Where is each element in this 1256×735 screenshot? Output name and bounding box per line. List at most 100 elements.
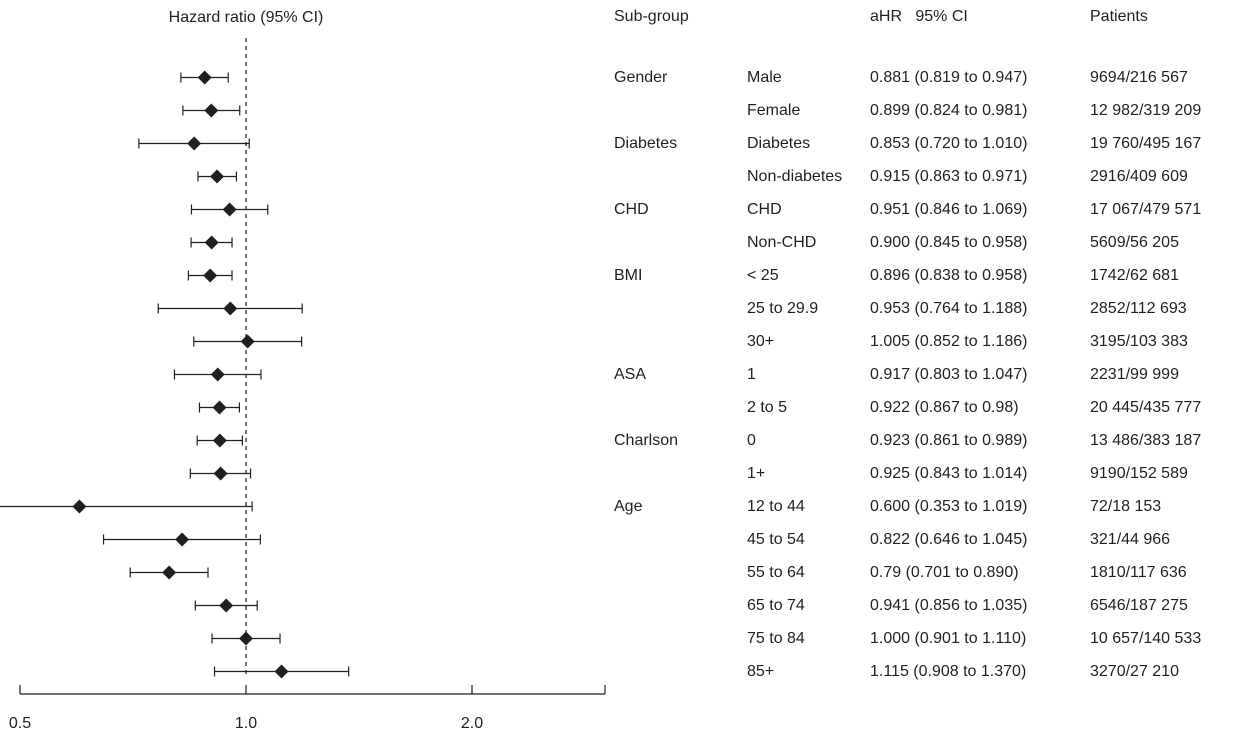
table-row: Charlson 0 0.923 (0.861 to 0.989) 13 486… <box>0 424 1256 457</box>
ahr-cell: 0.925 (0.843 to 1.014) <box>870 465 1028 482</box>
group-cell: Age <box>614 498 643 515</box>
hr-diamond <box>203 268 218 283</box>
patients-cell: 13 486/383 187 <box>1090 432 1202 449</box>
forest-plot: Hazard ratio (95% CI) 0.5 1.0 2.0 <box>0 9 606 732</box>
patients-cell: 9190/152 589 <box>1090 465 1188 482</box>
forest-row-mark <box>187 268 233 283</box>
forest-row-mark <box>197 169 238 184</box>
hr-diamond <box>162 565 177 580</box>
hr-diamond <box>212 400 227 415</box>
patients-cell: 72/18 153 <box>1090 498 1162 515</box>
ahr-cell: 0.917 (0.803 to 1.047) <box>870 366 1028 383</box>
hr-diamond <box>204 235 219 250</box>
hr-diamond <box>222 202 237 217</box>
group-cell: ASA <box>614 366 647 383</box>
level-cell: < 25 <box>747 267 779 284</box>
forest-row-mark <box>196 433 243 448</box>
patients-cell: 3195/103 383 <box>1090 333 1188 350</box>
level-cell: 12 to 44 <box>747 498 805 515</box>
table-row: 55 to 64 0.79 (0.701 to 0.890) 1810/117 … <box>0 556 1256 589</box>
forest-row-mark <box>194 598 258 613</box>
hr-diamond <box>187 136 202 151</box>
ahr-cell: 0.941 (0.856 to 1.035) <box>870 597 1028 614</box>
table-row: Age 12 to 44 0.600 (0.353 to 1.019) 72/1… <box>0 490 1256 523</box>
patients-cell: 20 445/435 777 <box>1090 399 1202 416</box>
patients-cell: 5609/56 205 <box>1090 234 1179 251</box>
level-cell: 2 to 5 <box>747 399 788 416</box>
level-cell: 0 <box>747 432 756 449</box>
hr-diamond <box>204 103 219 118</box>
forest-row-mark <box>173 367 262 382</box>
ahr-cell: 0.953 (0.764 to 1.188) <box>870 300 1028 317</box>
table-row: 65 to 74 0.941 (0.856 to 1.035) 6546/187… <box>0 589 1256 622</box>
hr-diamond <box>223 301 238 316</box>
forest-row-mark <box>211 631 281 646</box>
hr-diamond <box>274 664 289 679</box>
ahr-cell: 0.923 (0.861 to 0.989) <box>870 432 1028 449</box>
hr-diamond <box>72 499 87 514</box>
table-row: CHD CHD 0.951 (0.846 to 1.069) 17 067/47… <box>0 193 1256 226</box>
table-row: BMI < 25 0.896 (0.838 to 0.958) 1742/62 … <box>0 259 1256 292</box>
group-cell: Diabetes <box>614 135 678 152</box>
forest-row-mark <box>190 202 269 217</box>
table-row: Non-CHD 0.900 (0.845 to 0.958) 5609/56 2… <box>0 226 1256 259</box>
hr-diamond <box>212 433 227 448</box>
x-tick-label: 0.5 <box>9 715 31 732</box>
level-cell: Non-diabetes <box>747 168 843 185</box>
level-cell: Male <box>747 69 782 86</box>
ahr-cell: 0.922 (0.867 to 0.98) <box>870 399 1019 416</box>
ahr-cell: 0.900 (0.845 to 0.958) <box>870 234 1028 251</box>
level-cell: Diabetes <box>747 135 811 152</box>
table-row: 1+ 0.925 (0.843 to 1.014) 9190/152 589 <box>0 457 1256 490</box>
ahr-cell: 0.951 (0.846 to 1.069) <box>870 201 1028 218</box>
level-cell: 25 to 29.9 <box>747 300 819 317</box>
ahr-cell: 0.896 (0.838 to 0.958) <box>870 267 1028 284</box>
forest-row-mark <box>213 664 350 679</box>
hr-diamond <box>197 70 212 85</box>
patients-cell: 9694/216 567 <box>1090 69 1188 86</box>
level-cell: 45 to 54 <box>747 531 805 548</box>
table-row: Gender Male 0.881 (0.819 to 0.947) 9694/… <box>0 61 1256 94</box>
forest-row-mark <box>138 136 250 151</box>
forest-row-mark <box>157 301 303 316</box>
patients-cell: 2916/409 609 <box>1090 168 1188 185</box>
ahr-cell: 0.915 (0.863 to 0.971) <box>870 168 1028 185</box>
table-row: Female 0.899 (0.824 to 0.981) 12 982/319… <box>0 94 1256 127</box>
forest-row-mark <box>189 466 252 481</box>
header-ahr-ci: aHR 95% CI <box>870 8 968 25</box>
level-cell: 1+ <box>747 465 766 482</box>
level-cell: Non-CHD <box>747 234 817 251</box>
x-tick-label: 1.0 <box>235 715 257 732</box>
hr-diamond <box>219 598 234 613</box>
patients-cell: 2852/112 693 <box>1090 300 1187 317</box>
x-tick-label: 2.0 <box>461 715 483 732</box>
forest-row-mark <box>102 532 261 547</box>
patients-cell: 17 067/479 571 <box>1090 201 1202 218</box>
table-row: Non-diabetes 0.915 (0.863 to 0.971) 2916… <box>0 160 1256 193</box>
group-cell: BMI <box>614 267 643 284</box>
forest-row-mark <box>198 400 241 415</box>
level-cell: 85+ <box>747 663 775 680</box>
forest-row-mark <box>182 103 241 118</box>
ahr-cell: 1.005 (0.852 to 1.186) <box>870 333 1028 350</box>
hr-diamond <box>210 169 225 184</box>
patients-cell: 19 760/495 167 <box>1090 135 1202 152</box>
level-cell: Female <box>747 102 801 119</box>
ahr-cell: 0.881 (0.819 to 0.947) <box>870 69 1028 86</box>
forest-row-mark <box>0 499 253 514</box>
hr-diamond <box>240 334 255 349</box>
patients-cell: 321/44 966 <box>1090 531 1171 548</box>
table-row: 45 to 54 0.822 (0.646 to 1.045) 321/44 9… <box>0 523 1256 556</box>
patients-cell: 6546/187 275 <box>1090 597 1188 614</box>
forest-row-mark <box>129 565 209 580</box>
table-row: 30+ 1.005 (0.852 to 1.186) 3195/103 383 <box>0 325 1256 358</box>
header-subgroup: Sub-group <box>614 8 689 25</box>
forest-marks <box>0 70 350 679</box>
x-axis-ticks: 0.5 1.0 2.0 <box>9 685 483 732</box>
patients-cell: 1742/62 681 <box>1090 267 1179 284</box>
plot-title: Hazard ratio (95% CI) <box>169 9 324 26</box>
level-cell: 75 to 84 <box>747 630 805 647</box>
header-patients: Patients <box>1090 8 1148 25</box>
level-cell: 1 <box>747 366 756 383</box>
table-row: 2 to 5 0.922 (0.867 to 0.98) 20 445/435 … <box>0 391 1256 424</box>
